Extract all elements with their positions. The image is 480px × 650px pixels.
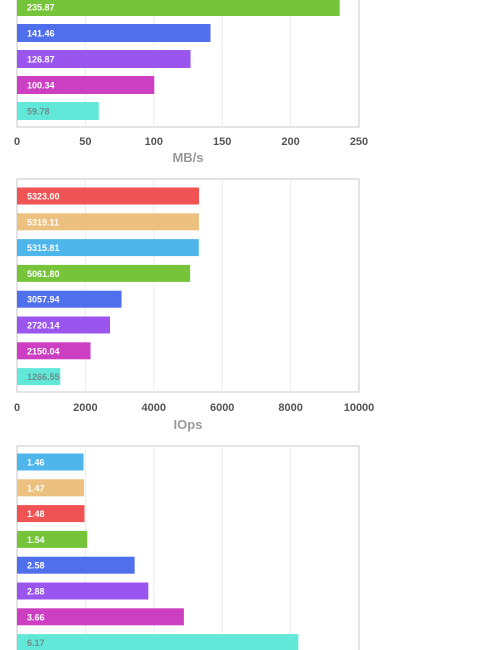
- bar-value-label: 2.88: [27, 587, 45, 597]
- bar: [17, 453, 84, 471]
- x-axis-title: IOps: [174, 417, 203, 432]
- bar-value-label: 1.47: [27, 483, 45, 493]
- bar: [17, 239, 199, 257]
- x-tick-label: 6000: [210, 402, 234, 414]
- bar-value-label: 5319.11: [27, 217, 59, 227]
- x-tick-label: 10000: [344, 402, 375, 414]
- bar: [17, 264, 191, 282]
- bar-value-label: 141.46: [27, 29, 55, 39]
- bar: [17, 290, 122, 308]
- bar-value-label: 235.87: [27, 3, 55, 13]
- x-tick-label: 100: [145, 136, 163, 148]
- x-tick-label: 2000: [73, 402, 97, 414]
- x-tick-label: 250: [350, 136, 368, 148]
- bar: [17, 102, 99, 120]
- bar: [17, 213, 199, 231]
- x-tick-label: 0: [14, 402, 20, 414]
- bar: [17, 0, 340, 16]
- x-tick-label: 8000: [278, 402, 302, 414]
- x-tick-label: 4000: [142, 402, 166, 414]
- bar-value-label: 3.66: [27, 612, 45, 622]
- latency-chart: 1.46 1.47 1.48 1.54 2.58 2.88 3.66 6.17: [16, 445, 360, 650]
- bar-value-label: 59.78: [27, 107, 50, 117]
- bar: [17, 479, 85, 497]
- bar: [17, 582, 149, 600]
- plot-area: [16, 178, 360, 393]
- bar-value-label: 5315.81: [27, 243, 60, 253]
- bar: [17, 316, 111, 334]
- bar: [17, 368, 61, 386]
- x-tick-label: 50: [79, 136, 91, 148]
- bar: [17, 556, 135, 574]
- iops-chart: 5323.00 5319.11 5315.81 5061.80 3057.94 2720.…: [14, 178, 375, 432]
- bar-value-label: 1266.55: [27, 372, 60, 382]
- bar-value-label: 2720.14: [27, 321, 60, 331]
- bar: [17, 634, 299, 650]
- bar-value-label: 5323.00: [27, 192, 60, 202]
- x-axis-title: MB/s: [172, 150, 203, 165]
- bar: [17, 342, 91, 360]
- bar-value-label: 126.87: [27, 55, 55, 65]
- bar-value-label: 5061.80: [27, 269, 60, 279]
- bar-value-label: 1.54: [27, 535, 45, 545]
- bar: [17, 187, 200, 205]
- bar-value-label: 1.48: [27, 509, 45, 519]
- x-tick-label: 200: [281, 136, 299, 148]
- bar-value-label: 6.17: [27, 638, 45, 648]
- bar: [17, 50, 191, 68]
- bar: [17, 505, 85, 523]
- bar-value-label: 100.34: [27, 81, 55, 91]
- bar: [17, 24, 211, 42]
- bar: [17, 76, 155, 94]
- bar-value-label: 2150.04: [27, 346, 60, 356]
- bar-value-label: 3057.94: [27, 295, 60, 305]
- bar-value-label: 1.46: [27, 458, 45, 468]
- x-tick-label: 0: [14, 136, 20, 148]
- x-tick-label: 150: [213, 136, 231, 148]
- bar: [17, 608, 184, 626]
- bar: [17, 530, 88, 548]
- throughput-chart: 235.87 141.46 126.87 100.34 59.78 0 50 100 150 20…: [14, 0, 368, 165]
- bar-value-label: 2.58: [27, 561, 45, 571]
